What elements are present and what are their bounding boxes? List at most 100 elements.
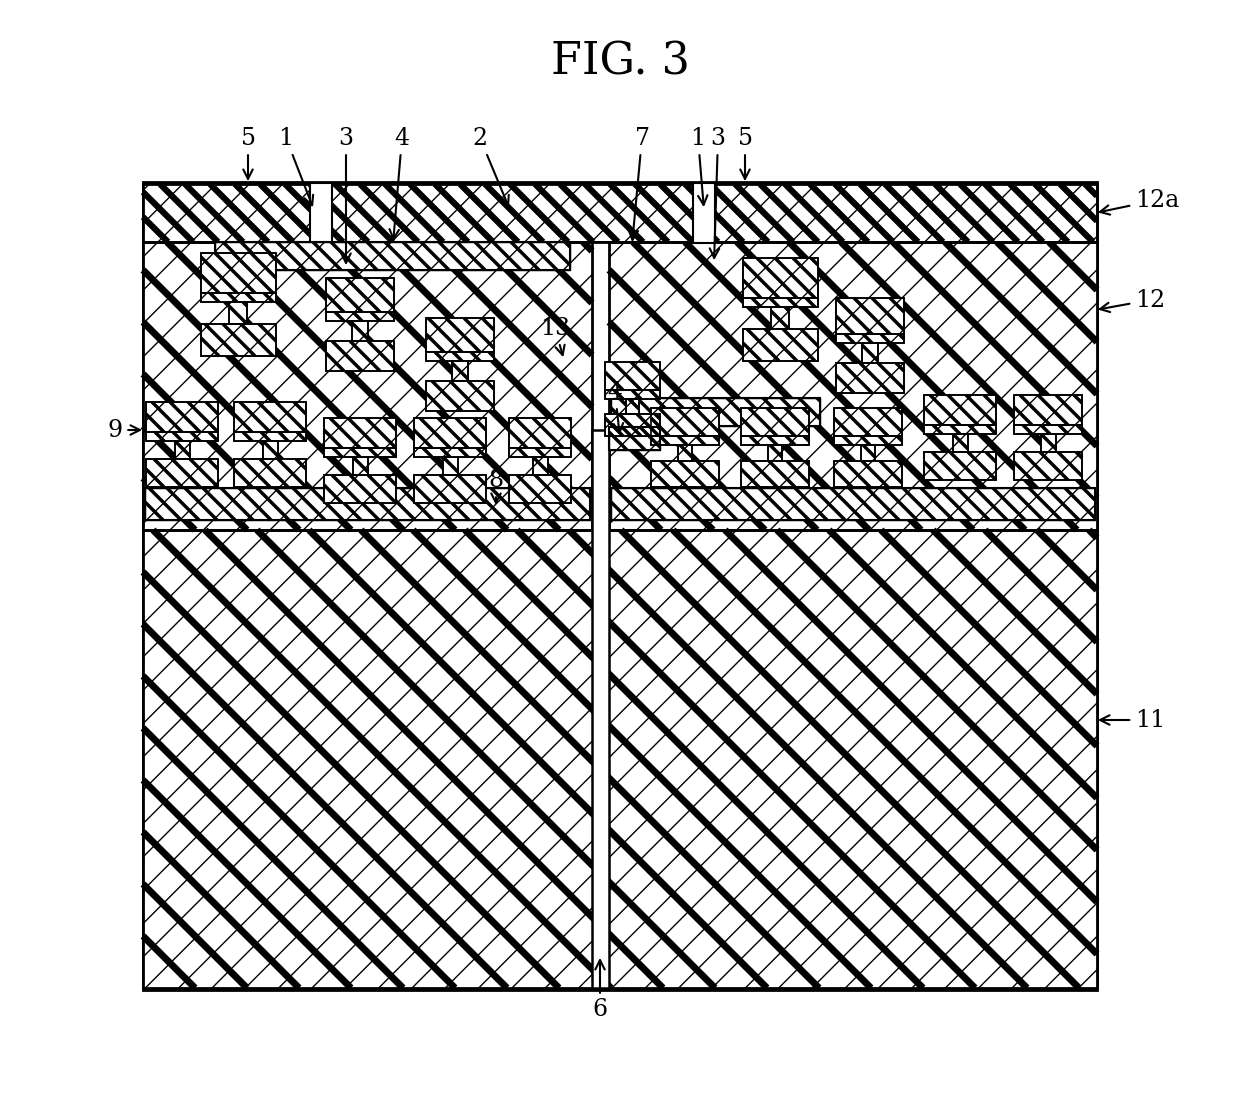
Bar (768, 444, 782, 461)
Bar (201, 293, 277, 302)
Bar (835, 461, 901, 487)
Bar (609, 242, 1097, 530)
Bar (326, 341, 394, 371)
Bar (508, 475, 570, 504)
Bar (175, 441, 190, 459)
Bar (324, 475, 396, 504)
Bar (146, 402, 218, 432)
Bar (508, 418, 570, 448)
Bar (146, 432, 218, 441)
Bar (143, 242, 591, 530)
Bar (234, 432, 306, 441)
Bar (201, 324, 277, 356)
Text: FIG. 3: FIG. 3 (551, 40, 689, 84)
Bar (1014, 395, 1083, 426)
Bar (861, 444, 875, 461)
Bar (743, 329, 818, 361)
Bar (443, 457, 458, 475)
Bar (414, 475, 486, 504)
Bar (678, 444, 692, 461)
Bar (414, 418, 486, 448)
Bar (924, 395, 996, 426)
Bar (835, 461, 901, 487)
Bar (836, 334, 904, 343)
Bar (861, 444, 875, 461)
Bar (743, 299, 818, 307)
Bar (414, 448, 486, 457)
Bar (768, 444, 782, 461)
Bar (835, 436, 901, 444)
Text: 3: 3 (709, 127, 725, 258)
Text: 2: 2 (472, 127, 508, 205)
Bar (591, 430, 609, 988)
Bar (263, 441, 278, 459)
Bar (924, 395, 996, 426)
Bar (414, 418, 486, 448)
Bar (611, 398, 820, 426)
Bar (143, 184, 1097, 242)
Bar (742, 461, 808, 487)
Bar (771, 307, 789, 329)
Bar (201, 293, 277, 302)
Bar (742, 461, 808, 487)
Bar (626, 399, 639, 414)
Bar (836, 363, 904, 393)
Bar (609, 427, 660, 450)
Bar (143, 242, 591, 530)
Text: 7: 7 (629, 127, 650, 240)
Bar (508, 448, 570, 457)
Bar (143, 182, 1097, 990)
Bar (742, 436, 808, 444)
Bar (201, 253, 277, 293)
Bar (175, 441, 190, 459)
Bar (326, 312, 394, 321)
Bar (414, 448, 486, 457)
Bar (924, 426, 996, 434)
Text: 6: 6 (593, 960, 608, 1022)
Text: 11: 11 (1100, 709, 1166, 732)
Bar (605, 414, 660, 436)
Bar (605, 362, 660, 390)
Bar (924, 426, 996, 434)
Bar (508, 475, 570, 504)
Bar (263, 441, 278, 459)
Bar (836, 363, 904, 393)
Bar (234, 459, 306, 487)
Bar (1014, 452, 1083, 480)
Text: 4: 4 (608, 381, 624, 433)
Bar (453, 361, 467, 381)
Text: 3: 3 (339, 127, 353, 263)
Bar (146, 432, 218, 441)
Bar (145, 488, 590, 520)
Bar (954, 434, 968, 452)
Bar (533, 457, 548, 475)
Bar (651, 408, 719, 436)
Bar (626, 399, 639, 414)
Bar (742, 408, 808, 436)
Bar (743, 299, 818, 307)
Bar (326, 341, 394, 371)
Bar (143, 530, 1097, 988)
Bar (201, 324, 277, 356)
Bar (324, 418, 396, 448)
Bar (609, 242, 1097, 530)
Bar (862, 343, 878, 363)
Bar (609, 427, 660, 450)
Bar (326, 312, 394, 321)
Bar (836, 334, 904, 343)
Bar (651, 436, 719, 444)
Bar (215, 242, 570, 270)
Bar (146, 459, 218, 487)
Bar (508, 418, 570, 448)
Bar (836, 299, 904, 334)
Bar (651, 408, 719, 436)
Bar (326, 278, 394, 312)
Bar (743, 258, 818, 299)
Bar (743, 329, 818, 361)
Text: 12a: 12a (1100, 188, 1179, 215)
Bar (326, 278, 394, 312)
Bar (651, 436, 719, 444)
Bar (954, 434, 968, 452)
Bar (427, 381, 494, 411)
Bar (693, 183, 715, 243)
